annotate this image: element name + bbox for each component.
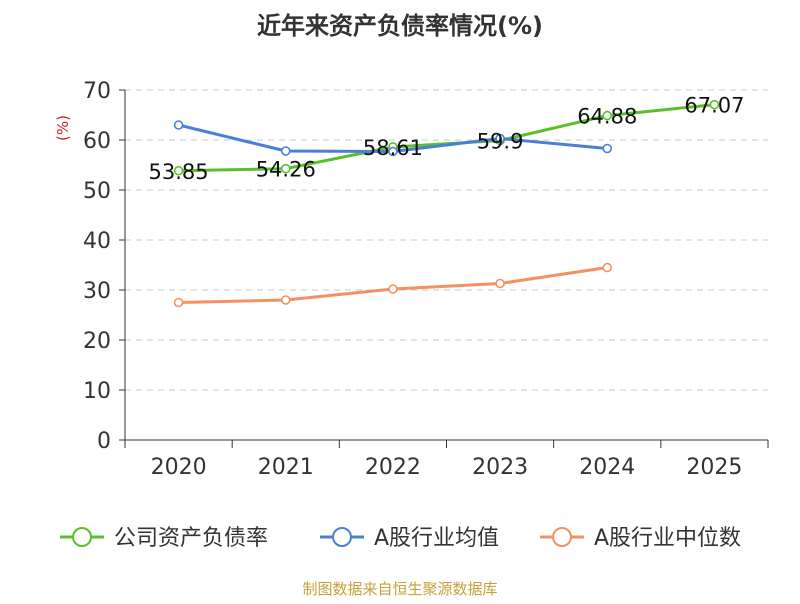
data-label: 54.26: [256, 158, 316, 182]
data-point: [173, 297, 184, 308]
legend: 公司资产负债率 A股行业均值 A股行业中位数: [60, 526, 741, 551]
grid-lines: [125, 89, 768, 391]
legend-label: A股行业中位数: [594, 526, 741, 551]
y-tick-label: 70: [83, 79, 111, 104]
data-point: [173, 165, 184, 176]
y-tick-label: 20: [83, 329, 111, 354]
data-point: [280, 146, 291, 156]
data-point: [495, 278, 505, 289]
data-point: [602, 262, 613, 273]
legend-label: A股行业均值: [374, 526, 499, 551]
series-group: [173, 99, 720, 308]
x-tick-label: 2020: [151, 455, 207, 480]
data-label: 67.07: [684, 94, 744, 118]
data-point: [602, 110, 613, 121]
legend-label: 公司资产负债率: [114, 526, 268, 551]
data-point: [173, 120, 184, 130]
y-tick-label: 40: [83, 229, 111, 254]
legend-marker: [332, 527, 352, 547]
data-point: [388, 284, 398, 294]
y-tick-label: 50: [83, 179, 111, 204]
data-point: [280, 163, 291, 174]
axes: 0 10 20 30 40 50 60 70 2020 2021 2022 2023 2024 2025: [83, 79, 769, 480]
chart-title: 近年来资产负债率情况(%): [257, 12, 543, 40]
data-point: [280, 295, 291, 305]
data-point: [388, 146, 398, 157]
x-tick-label: 2025: [686, 455, 742, 480]
x-tick-label: 2021: [258, 455, 314, 480]
x-tick-label: 2024: [579, 455, 635, 480]
data-point: [709, 99, 720, 110]
legend-marker: [552, 527, 572, 547]
y-axis-label: (%): [54, 115, 72, 141]
x-tick-label: 2023: [472, 455, 528, 480]
data-label: 64.88: [577, 105, 637, 129]
data-point: [602, 143, 613, 154]
data-label: 59.9: [477, 130, 524, 154]
data-point: [495, 133, 505, 144]
data-label: 53.85: [149, 160, 209, 184]
x-tick-label: 2022: [365, 455, 421, 480]
y-tick-label: 10: [83, 379, 111, 404]
legend-marker: [72, 527, 92, 547]
data-label: 58.61: [363, 136, 423, 160]
y-tick-label: 60: [83, 129, 111, 154]
source-note: 制图数据来自恒生聚源数据库: [302, 580, 497, 598]
data-labels: 53.85 54.26 58.61 59.9 64.88 67.07: [149, 94, 745, 184]
y-tick-label: 0: [97, 429, 111, 454]
y-tick-label: 30: [83, 279, 111, 304]
